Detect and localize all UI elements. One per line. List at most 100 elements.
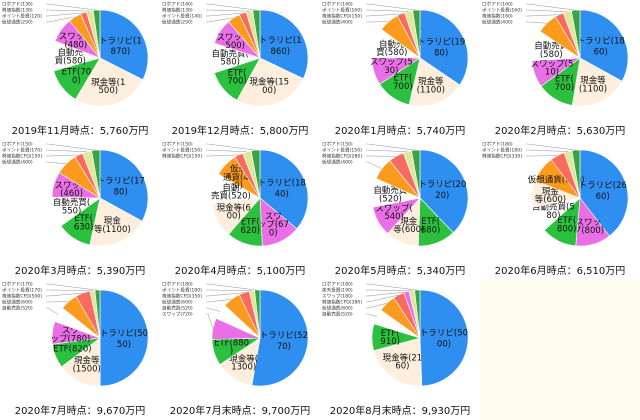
- pie-svg: トラリピ(18 60) 現金等(1100)ETF(700)スワップ(5 10)自動売買…: [482, 1, 629, 107]
- slice-label: トラリピ(18 40): [258, 179, 306, 200]
- leader-label: 自動売買(520): [162, 305, 193, 312]
- chart-caption: 2020年3月時点：5,390万円: [14, 266, 146, 277]
- leader-line: [526, 143, 577, 151]
- leader-label: 仮想通貨(600): [2, 299, 33, 306]
- leader-line: [46, 161, 67, 165]
- pie-svg: トラリピ(50 50) 現金等(1500)ETF(820)スワップ(780) ロボアド…: [2, 281, 149, 387]
- leader-line: [366, 9, 409, 12]
- leader-label: ポイント投資(170): [2, 287, 42, 294]
- pie-slice-trarip: [259, 149, 309, 230]
- leader-line: [366, 3, 417, 11]
- slice-label: スワップ(500): [217, 33, 254, 51]
- pie-chart-4: トラリピ(18 60) 現金等(1100) ETF(700) スワップ(5 10) 自動売買…: [480, 0, 640, 140]
- leader-label: ロボアド(150): [162, 141, 193, 148]
- leader-label: ロボアド(180): [162, 281, 193, 288]
- leader-line: [366, 283, 418, 291]
- slice-label: 自動売買(580): [376, 39, 407, 58]
- leader-label: 仮想通貨(400): [482, 19, 513, 26]
- slice-label: スワップ(780): [50, 326, 90, 344]
- pie-svg: トラリピ(18 40) スワップ(67 0)ETF(620)現金等(6 00)自動売買(…: [162, 141, 309, 247]
- pie-slice-trarip: [419, 149, 469, 234]
- leader-line: [46, 283, 98, 291]
- slice-label: ETF(620): [241, 218, 261, 236]
- pie-slice-robo: [571, 9, 581, 59]
- slice-label: スワップ(800): [573, 218, 604, 236]
- chart-caption: 2020年7月末時点：9,700万円: [169, 406, 311, 417]
- leader-label: ロボアド(170): [2, 281, 33, 288]
- pie-svg: トラリピ(20 20) ETF(680)現金等(600)スワップ(540)自動売買(…: [322, 141, 469, 247]
- leader-label: 楽天投資(190): [322, 287, 353, 294]
- leader-label: 株価指数CFD(500): [2, 293, 42, 300]
- pie-slice-cash: [408, 57, 461, 107]
- chart-caption: 2020年6月時点：6,510万円: [494, 266, 626, 277]
- leader-label: ロボアド(140): [322, 1, 353, 8]
- leader-label: 株価指数CFD(150): [162, 153, 202, 160]
- pie-chart-5: トラリピ(17 80) 現金等(1100) ETF(630) 自動売買(550) スワップ…: [0, 140, 160, 280]
- leader-label: 仮想通貨(400): [322, 159, 353, 166]
- slice-label: 自動売買(580): [55, 47, 86, 66]
- leader-line: [206, 283, 258, 291]
- leader-line: [366, 294, 399, 303]
- leader-label: ポイント投資(160): [322, 7, 362, 14]
- slice-label: ETF(680): [421, 217, 441, 235]
- leader-line: [46, 9, 90, 12]
- slice-label: ETF(820): [53, 345, 91, 355]
- pie-chart-2: トラリピ(1 860) 現金等(15 00) ETF(700) 自動売買(580) スワップ…: [160, 0, 320, 140]
- slice-label: 自動売買(520): [373, 185, 408, 204]
- pie-slice-trarip: [99, 9, 149, 81]
- slice-label: ETF(880): [214, 338, 249, 356]
- slice-label: スワップ(5 30): [370, 58, 413, 76]
- pie-chart-9: トラリピ(50 50) 現金等(1500) ETF(820) スワップ(780) ロボアド…: [0, 280, 160, 420]
- leader-line: [366, 161, 382, 169]
- leader-label: ロボアド(180): [482, 141, 513, 148]
- leader-label: 株価指数(130): [162, 7, 193, 14]
- leader-line: [206, 313, 214, 329]
- pie-slice-trarip: [419, 9, 469, 86]
- leader-label: ポイント投資(160): [482, 7, 522, 14]
- slice-label: トラリピ(50 00): [420, 328, 468, 349]
- slice-label: ETF(700): [393, 74, 413, 92]
- pie-svg: トラリピ(1 870) 現金等(1 500)ETF(70 0) 自動売買(580)スワップ…: [2, 1, 149, 107]
- pie-slice-robo: [412, 9, 421, 59]
- slice-label: ETF(910): [380, 329, 400, 347]
- leader-line: [46, 143, 96, 151]
- pie-svg: トラリピ(1 860) 現金等(15 00)ETF(700)自動売買(580)スワップ…: [162, 1, 309, 107]
- leader-label: 仮想通貨(250): [2, 19, 33, 26]
- pie-chart-7: トラリピ(20 20) ETF(680) 現金等(600) スワップ(540) 自動売買(…: [320, 140, 480, 280]
- leader-line: [366, 291, 407, 297]
- pie-chart-10: トラリピ(52 70) 現金等(1300) ETF(880) ロボアド(180) ポイント…: [160, 280, 320, 420]
- leader-line: [206, 292, 245, 297]
- pie-chart-1: トラリピ(1 870) 現金等(1 500) ETF(70 0) 自動売買(580) スワップ…: [0, 0, 160, 140]
- leader-line: [206, 13, 243, 17]
- leader-label: 仮想通貨(600): [162, 299, 193, 306]
- leader-label: 株価指数CFD(150): [322, 13, 362, 20]
- leader-label: ロボアド(130): [2, 1, 33, 8]
- slice-label: 自動売買(580): [534, 41, 569, 60]
- leader-label: 株価指数CFD(380): [322, 299, 362, 306]
- leader-label: 自動売買(520): [322, 311, 353, 318]
- pie-svg: トラリピ(50 00) 現金等(21 60) ETF(910) ロボアド(180)楽天投資…: [322, 281, 469, 387]
- leader-line: [46, 289, 93, 291]
- slice-label: スワップ(67 0): [258, 212, 289, 239]
- leader-line: [46, 307, 59, 315]
- pie-slice-trarip: [259, 9, 309, 80]
- slice-label: 自動売買(580): [212, 48, 249, 67]
- slice-label: 仮想通貨(600): [528, 175, 585, 186]
- pie-slice-robo: [91, 149, 101, 199]
- leader-line: [526, 149, 569, 152]
- slice-label: スワップ(480): [59, 32, 94, 50]
- leader-line: [206, 3, 257, 11]
- slice-label: スワップ(5 10): [531, 59, 574, 77]
- leader-line: [206, 299, 232, 303]
- leader-label: ポイント投資(140): [162, 13, 202, 20]
- slice-label: 現金等(1100): [417, 76, 445, 95]
- leader-label: 株価指数CFD(330): [482, 153, 522, 160]
- slice-label: トラリピ(52 70): [260, 331, 308, 352]
- chart-caption: 2020年1月時点：5,740万円: [334, 126, 466, 137]
- slice-label: 現金等(21 60): [383, 352, 423, 371]
- leader-line: [366, 13, 401, 17]
- slice-label: トラリピ(17 80): [97, 177, 145, 198]
